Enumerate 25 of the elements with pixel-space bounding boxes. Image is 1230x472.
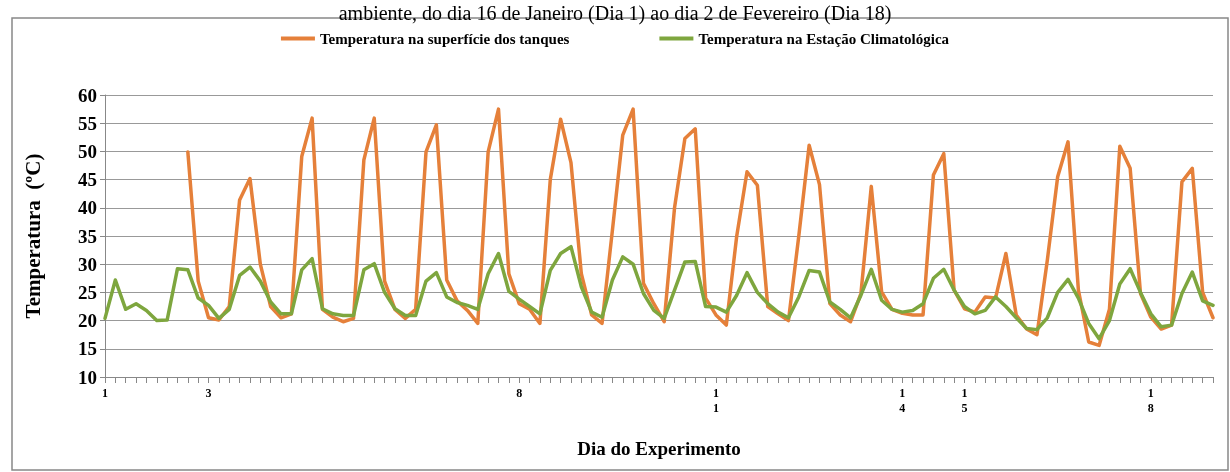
x-tick-label: 8: [516, 385, 523, 400]
y-tick-label: 40: [78, 197, 97, 219]
y-tick-label: 50: [78, 140, 97, 162]
y-tick-label: 10: [78, 366, 97, 388]
y-axis-title: Temperatura (ºC): [20, 153, 45, 319]
y-tick-label: 25: [78, 281, 97, 303]
y-tick-label: 45: [78, 169, 97, 191]
line-series: [103, 244, 1215, 341]
x-tick-label: 3: [205, 385, 212, 400]
legend-label: Temperatura na superfície dos tanques: [319, 30, 570, 47]
x-tick-label: 15: [961, 385, 968, 415]
y-tick-label: 15: [78, 338, 97, 360]
legend-label: Temperatura na Estação Climatológica: [698, 30, 950, 47]
x-tick-label: 14: [899, 385, 906, 415]
y-tick-label: 60: [78, 84, 97, 106]
x-tick-label: 1: [102, 385, 108, 400]
chart-title: ambiente, do dia 16 de Janeiro (Dia 1) ao dia 2 de Fevereiro (Dia 18): [338, 2, 892, 25]
x-tick-label: 11: [712, 385, 719, 415]
x-axis-title: Dia do Experimento: [577, 438, 741, 459]
y-tick-label: 35: [78, 225, 97, 247]
y-tick-label: 55: [78, 112, 97, 134]
line-series: [186, 107, 1215, 348]
y-tick-label: 20: [78, 310, 97, 332]
y-tick-label: 30: [78, 253, 97, 275]
x-tick-label: 18: [1147, 385, 1154, 415]
